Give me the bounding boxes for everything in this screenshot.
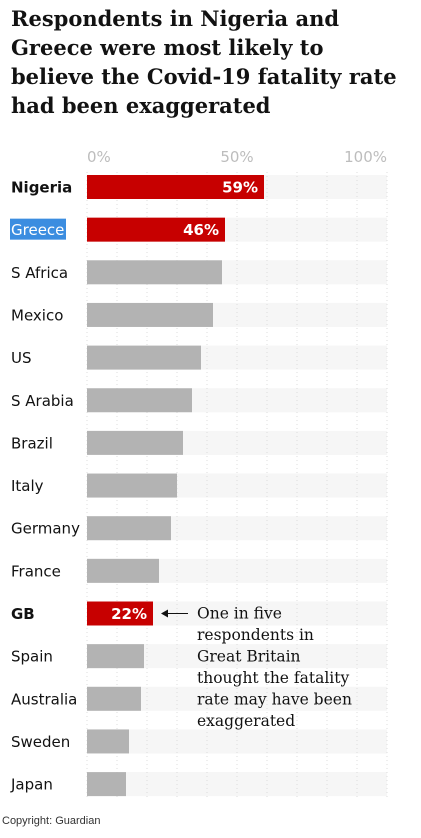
bar-chart: 0% 50% 100% Nigeria Greece S Africa Mexico US S…: [10, 148, 388, 800]
category-labels: Nigeria Greece S Africa Mexico US S Arabia Bra…: [10, 179, 80, 794]
bar-sweden: [87, 729, 129, 754]
category-label-brazil: Brazil: [11, 434, 53, 452]
bar-track-sweden: [87, 729, 387, 754]
category-label-spain: Spain: [11, 648, 53, 666]
category-label-germany: Germany: [11, 520, 80, 538]
value-label-nigeria: 59%: [222, 179, 258, 197]
category-label-australia: Australia: [11, 690, 77, 708]
gb-annotation: One in five respondents in Great Britain th…: [161, 605, 352, 731]
bar-brazil: [87, 430, 183, 455]
selection-highlight: [10, 218, 66, 240]
tick-label: 0%: [87, 148, 111, 166]
category-label-japan: Japan: [10, 776, 53, 794]
bar-japan: [87, 772, 126, 797]
category-label-s-africa: S Africa: [11, 264, 68, 282]
bar-nigeria: [87, 175, 264, 199]
bar-s-africa: [87, 260, 222, 285]
bar-france: [87, 558, 159, 583]
chart-title: Respondents in Nigeria and Greece were m…: [11, 6, 397, 118]
tick-label: 100%: [344, 148, 387, 166]
bar-italy: [87, 473, 177, 498]
copyright-note: Copyright: Guardian: [2, 815, 101, 827]
category-label-mexico: Mexico: [11, 306, 63, 324]
annotation-arrowhead: [161, 609, 168, 618]
bar-s-arabia: [87, 388, 192, 413]
category-label-greece[interactable]: Greece: [11, 221, 64, 239]
category-label-nigeria: Nigeria: [11, 179, 72, 197]
category-label-us: US: [11, 349, 32, 367]
annotation-text: One in five respondents in Great Britain th…: [197, 605, 352, 731]
value-label-greece: 46%: [183, 221, 219, 239]
category-label-sweden: Sweden: [11, 733, 70, 751]
category-label-italy: Italy: [11, 477, 44, 495]
bar-greece: [87, 217, 225, 242]
bar-australia: [87, 686, 141, 711]
bar-gb: [87, 601, 153, 626]
bars: 59% 46% 22%: [87, 175, 264, 797]
category-label-gb: GB: [11, 605, 35, 623]
bar-spain: [87, 644, 144, 669]
bar-germany: [87, 516, 171, 541]
bar-us: [87, 345, 201, 370]
category-label-s-arabia: S Arabia: [11, 392, 74, 410]
category-label-france: France: [11, 562, 61, 580]
bar-mexico: [87, 302, 213, 327]
tick-labels: 0% 50% 100%: [87, 148, 387, 166]
value-label-gb: 22%: [111, 605, 147, 623]
tick-label: 50%: [220, 148, 253, 166]
